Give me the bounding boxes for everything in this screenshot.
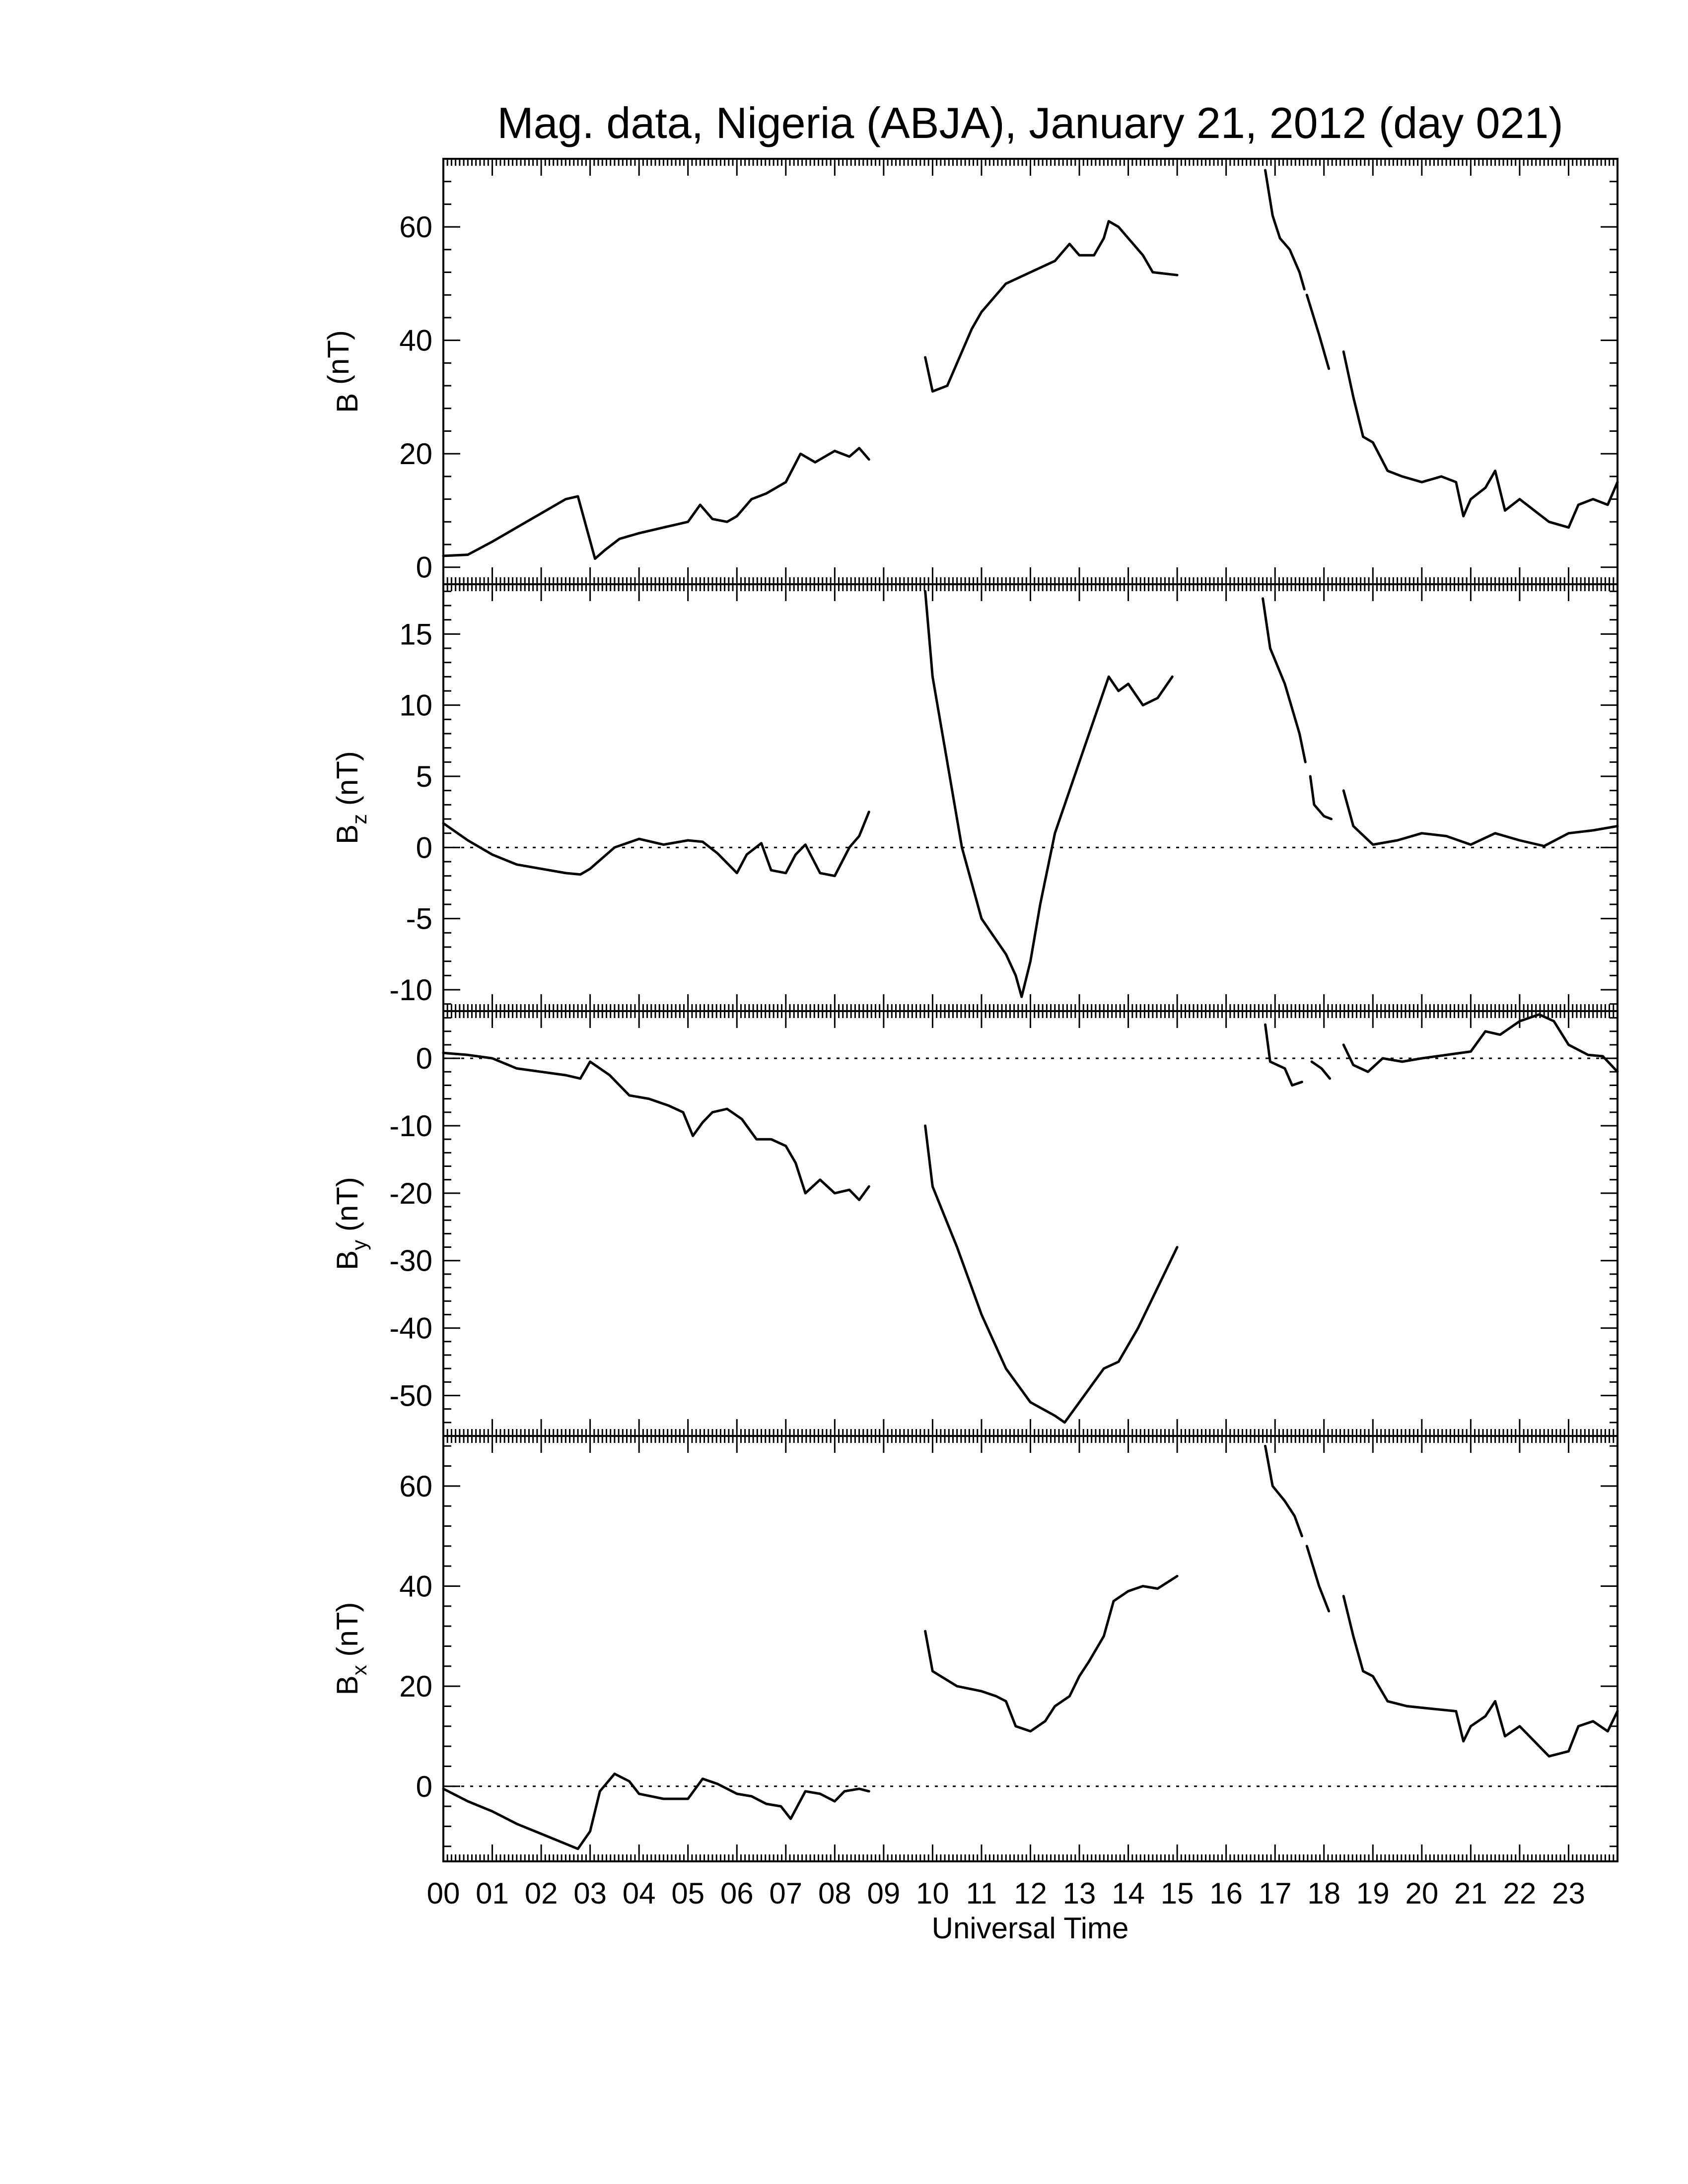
x-tick-label: 22 xyxy=(1503,1877,1537,1910)
y-tick-label: -10 xyxy=(389,973,432,1007)
x-tick-label: 23 xyxy=(1552,1877,1585,1910)
series-by xyxy=(442,1013,1619,1424)
y-tick-label: -5 xyxy=(406,902,432,936)
series-line-bz xyxy=(442,811,870,878)
axis-ticks-by xyxy=(442,1011,1618,1437)
x-tick-label: 19 xyxy=(1356,1877,1390,1910)
x-tick-label: 03 xyxy=(573,1877,607,1910)
x-tick-label: 01 xyxy=(476,1877,509,1910)
y-tick-label: -10 xyxy=(389,1109,432,1143)
series-line-bz xyxy=(1262,597,1307,763)
y-axis-label-by: By (nT) xyxy=(331,1177,371,1270)
series-line-bx xyxy=(1305,1545,1331,1613)
y-tick-label: 10 xyxy=(399,689,432,722)
x-tick-label: 07 xyxy=(769,1877,802,1910)
y-tick-label: -40 xyxy=(389,1312,432,1345)
series-line-by xyxy=(442,1051,870,1201)
x-tick-label: 12 xyxy=(1014,1877,1047,1910)
x-tick-label: 02 xyxy=(525,1877,558,1910)
y-tick-label: -20 xyxy=(389,1177,432,1210)
panel-bx: 0 20 40 60 Bx (nT) xyxy=(331,1435,1619,1862)
series-line-b xyxy=(1342,350,1619,529)
series-line-b xyxy=(442,447,870,560)
series-line-bx xyxy=(924,1574,1179,1733)
x-tick-label: 20 xyxy=(1405,1877,1438,1910)
x-tick-label: 05 xyxy=(671,1877,704,1910)
x-tick-label: 11 xyxy=(966,1877,997,1910)
plot-frame-b xyxy=(442,158,1618,585)
x-tick-label: 13 xyxy=(1063,1877,1096,1910)
x-tick-label: 09 xyxy=(867,1877,901,1910)
chart-title: Mag. data, Nigeria (ABJA), January 21, 2… xyxy=(497,98,1563,147)
y-axis-label-b: B (nT) xyxy=(322,330,364,413)
y-tick-label: 0 xyxy=(416,1042,432,1075)
x-tick-label: 17 xyxy=(1259,1877,1292,1910)
x-tick-label: 00 xyxy=(427,1877,460,1910)
y-axis-label-bz: Bz (nT) xyxy=(331,751,371,844)
x-axis-label: Universal Time xyxy=(932,1911,1129,1945)
x-tick-label: 14 xyxy=(1112,1877,1145,1910)
series-line-bx xyxy=(1342,1595,1619,1758)
axis-ticks-b xyxy=(442,158,1618,584)
y-tick-label: -50 xyxy=(389,1379,432,1412)
ytick-labels-by: -50 -40 -30 -20 -10 0 xyxy=(389,1042,432,1412)
y-tick-label: 60 xyxy=(399,210,432,244)
ytick-labels-bx: 0 20 40 60 xyxy=(399,1470,432,1803)
y-tick-label: 0 xyxy=(416,831,432,864)
axis-ticks-bz xyxy=(442,584,1618,1011)
plot-frame-by xyxy=(442,1010,1618,1437)
axis-ticks-bx xyxy=(442,1436,1618,1861)
y-tick-label: 60 xyxy=(399,1470,432,1503)
y-tick-label: -30 xyxy=(389,1244,432,1278)
series-line-bz xyxy=(924,590,1174,998)
x-tick-label: 21 xyxy=(1454,1877,1487,1910)
y-tick-label: 40 xyxy=(399,1570,432,1603)
ytick-labels-bz: -10 -5 0 5 10 15 xyxy=(389,617,432,1007)
y-tick-label: 20 xyxy=(399,1670,432,1703)
x-tick-label: 08 xyxy=(818,1877,851,1910)
x-tick-label: 15 xyxy=(1161,1877,1194,1910)
ytick-labels-b: 0 20 40 60 xyxy=(399,210,432,584)
series-line-bz xyxy=(1309,775,1333,820)
series-line-bx xyxy=(442,1773,870,1850)
series-bz xyxy=(442,590,1619,998)
x-tick-label: 18 xyxy=(1307,1877,1340,1910)
y-tick-label: 0 xyxy=(416,1770,432,1803)
series-line-b xyxy=(924,220,1179,393)
series-line-by xyxy=(1264,1023,1303,1087)
panel-b: 0 20 40 60 B (nT) xyxy=(322,158,1619,585)
series-line-bz xyxy=(1342,789,1619,847)
y-tick-label: 20 xyxy=(399,437,432,471)
series-b xyxy=(442,169,1619,560)
x-tick-label: 06 xyxy=(720,1877,754,1910)
y-tick-label: 0 xyxy=(416,551,432,584)
y-tick-label: 15 xyxy=(399,617,432,651)
plot-frame-bx xyxy=(442,1435,1618,1862)
series-line-bx xyxy=(1264,1444,1303,1538)
y-tick-label: 5 xyxy=(416,760,432,793)
plot-frame-bz xyxy=(442,583,1618,1012)
panel-by: -50 -40 -30 -20 -10 0 By (nT) xyxy=(331,1010,1619,1437)
series-line-by xyxy=(1310,1060,1332,1080)
x-tick-label: 10 xyxy=(916,1877,949,1910)
panel-bz: -10 -5 0 5 10 15 Bz (nT) xyxy=(331,583,1619,1012)
series-line-by xyxy=(924,1124,1179,1424)
y-axis-label-bx: Bx (nT) xyxy=(331,1602,371,1696)
x-tick-label: 16 xyxy=(1209,1877,1243,1910)
y-tick-label: 40 xyxy=(399,324,432,357)
series-line-b xyxy=(1264,169,1306,291)
x-tick-labels: 00 01 02 03 04 05 06 07 08 09 10 11 12 13 14 15 16 17 18 19… xyxy=(427,1877,1585,1910)
x-tick-label: 04 xyxy=(623,1877,656,1910)
series-bx xyxy=(442,1444,1619,1850)
series-line-b xyxy=(1305,293,1331,370)
series-line-by xyxy=(1342,1013,1619,1073)
